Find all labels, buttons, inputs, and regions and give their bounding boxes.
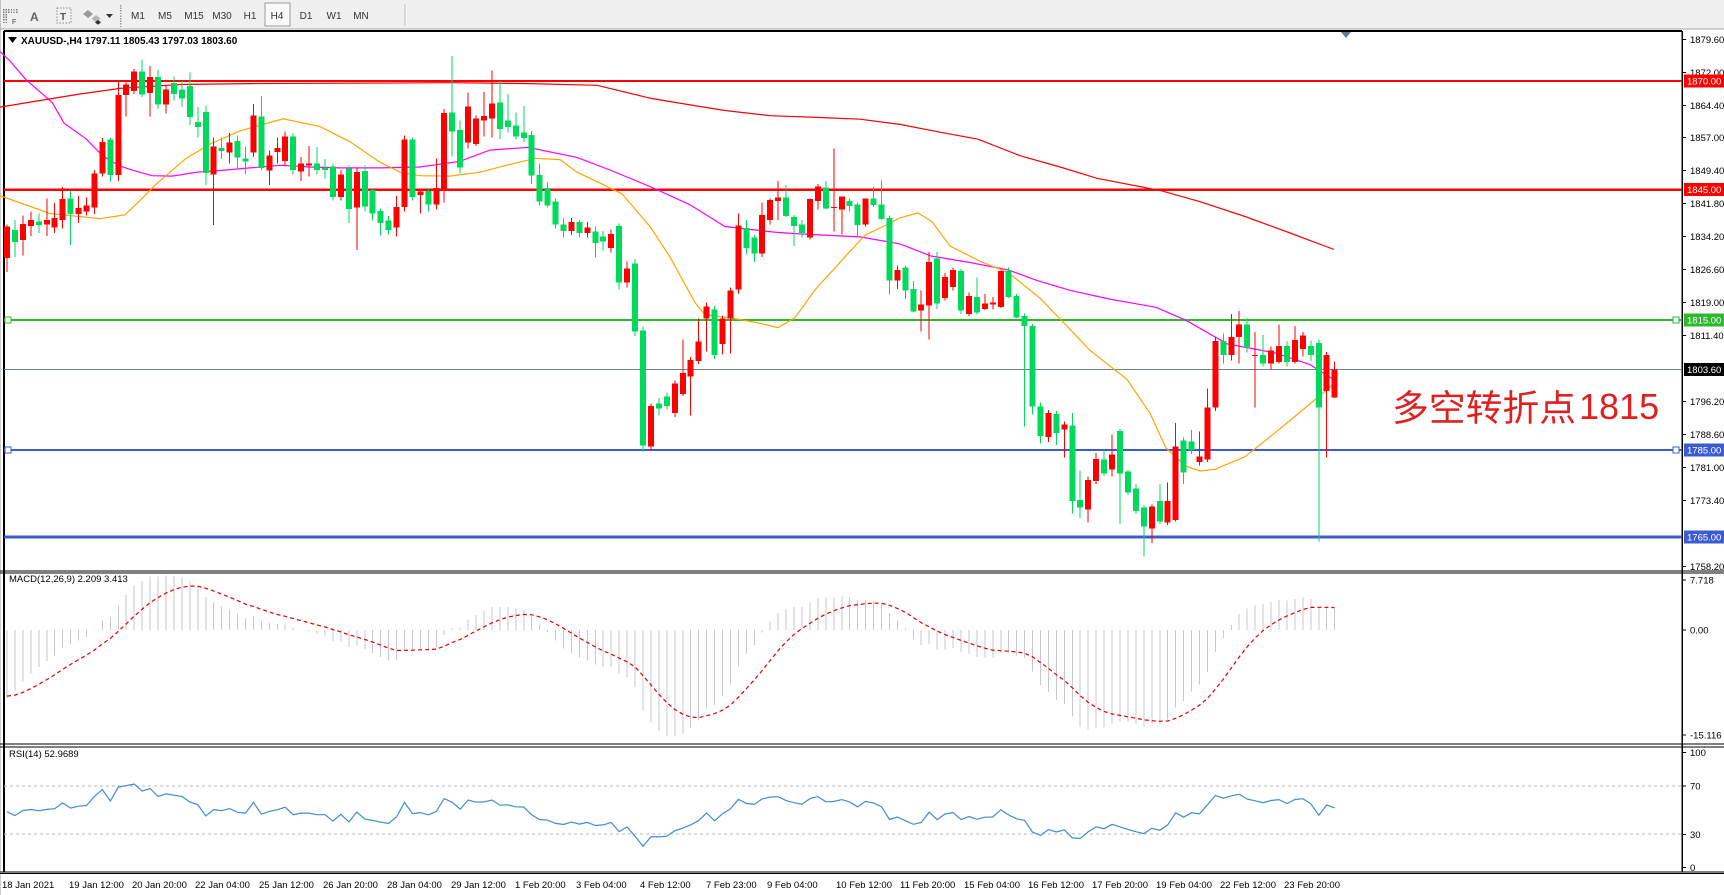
svg-text:20 Jan 20:00: 20 Jan 20:00 <box>132 880 187 891</box>
svg-text:23 Feb 20:00: 23 Feb 20:00 <box>1284 880 1340 891</box>
svg-text:0.00: 0.00 <box>1690 626 1709 637</box>
svg-text:9 Feb 04:00: 9 Feb 04:00 <box>767 880 818 891</box>
svg-text:M1: M1 <box>131 11 145 22</box>
svg-text:1815.00: 1815.00 <box>1687 315 1721 326</box>
svg-text:1758.20: 1758.20 <box>1690 562 1724 573</box>
svg-text:1781.00: 1781.00 <box>1690 463 1724 474</box>
svg-text:1857.00: 1857.00 <box>1690 133 1724 144</box>
svg-text:D1: D1 <box>300 11 313 22</box>
svg-text:H4: H4 <box>271 11 284 22</box>
svg-text:7.718: 7.718 <box>1690 576 1714 587</box>
svg-text:1864.40: 1864.40 <box>1690 101 1724 112</box>
svg-text:1773.40: 1773.40 <box>1690 496 1724 507</box>
svg-text:1872.00: 1872.00 <box>1690 68 1724 79</box>
svg-text:26 Jan 20:00: 26 Jan 20:00 <box>323 880 378 891</box>
svg-text:19 Jan 12:00: 19 Jan 12:00 <box>69 880 124 891</box>
svg-text:11 Feb 20:00: 11 Feb 20:00 <box>900 880 955 891</box>
svg-text:1834.20: 1834.20 <box>1690 232 1724 243</box>
svg-text:15 Feb 04:00: 15 Feb 04:00 <box>964 880 1020 891</box>
svg-text:F: F <box>12 19 16 26</box>
svg-text:22 Feb 12:00: 22 Feb 12:00 <box>1220 880 1276 891</box>
svg-text:W1: W1 <box>327 11 342 22</box>
svg-text:1841.80: 1841.80 <box>1690 199 1724 210</box>
svg-text:1796.20: 1796.20 <box>1690 397 1724 408</box>
svg-text:1826.60: 1826.60 <box>1690 265 1724 276</box>
svg-text:1765.00: 1765.00 <box>1687 533 1721 544</box>
svg-text:RSI(14) 52.9689: RSI(14) 52.9689 <box>9 749 79 760</box>
svg-text:4 Feb 12:00: 4 Feb 12:00 <box>640 880 691 891</box>
svg-text:0: 0 <box>1690 863 1695 874</box>
svg-text:1788.60: 1788.60 <box>1690 430 1724 441</box>
svg-text:1785.00: 1785.00 <box>1687 446 1721 457</box>
svg-text:MACD(12,26,9) 2.209 3.413: MACD(12,26,9) 2.209 3.413 <box>9 574 128 585</box>
svg-text:100: 100 <box>1690 748 1706 759</box>
svg-text:A: A <box>30 10 39 24</box>
svg-text:T: T <box>60 12 66 23</box>
svg-text:1849.40: 1849.40 <box>1690 166 1724 177</box>
svg-text:3 Feb 04:00: 3 Feb 04:00 <box>576 880 627 891</box>
svg-text:1811.40: 1811.40 <box>1690 331 1724 342</box>
svg-text:1803.60: 1803.60 <box>1687 365 1721 376</box>
svg-text:XAUUSD-,H4 1797.11 1805.43 17: XAUUSD-,H4 1797.11 1805.43 1797.03 1803.… <box>21 36 238 47</box>
svg-text:M5: M5 <box>158 11 172 22</box>
svg-text:1845.00: 1845.00 <box>1687 185 1721 196</box>
svg-text:1815: 1815 <box>1579 386 1659 427</box>
svg-text:-15.116: -15.116 <box>1690 731 1722 742</box>
svg-text:1879.60: 1879.60 <box>1690 35 1724 46</box>
svg-text:29 Jan 12:00: 29 Jan 12:00 <box>451 880 506 891</box>
svg-text:1 Feb 20:00: 1 Feb 20:00 <box>515 880 566 891</box>
svg-text:M30: M30 <box>212 11 232 22</box>
svg-text:18 Jan 2021: 18 Jan 2021 <box>2 880 54 891</box>
svg-text:19 Feb 04:00: 19 Feb 04:00 <box>1156 880 1212 891</box>
svg-text:16 Feb 12:00: 16 Feb 12:00 <box>1028 880 1084 891</box>
svg-text:28 Jan 04:00: 28 Jan 04:00 <box>387 880 442 891</box>
svg-text:7 Feb 23:00: 7 Feb 23:00 <box>706 880 757 891</box>
svg-text:10 Feb 12:00: 10 Feb 12:00 <box>836 880 892 891</box>
svg-text:M15: M15 <box>184 11 204 22</box>
svg-text:1870.00: 1870.00 <box>1687 77 1721 88</box>
svg-text:25 Jan 12:00: 25 Jan 12:00 <box>259 880 314 891</box>
svg-text:1819.00: 1819.00 <box>1690 298 1724 309</box>
svg-text:22 Jan 04:00: 22 Jan 04:00 <box>195 880 250 891</box>
svg-text:MN: MN <box>353 11 369 22</box>
svg-text:H1: H1 <box>244 11 257 22</box>
svg-text:70: 70 <box>1690 782 1701 793</box>
svg-text:30: 30 <box>1690 830 1701 841</box>
svg-text:17 Feb 20:00: 17 Feb 20:00 <box>1092 880 1148 891</box>
